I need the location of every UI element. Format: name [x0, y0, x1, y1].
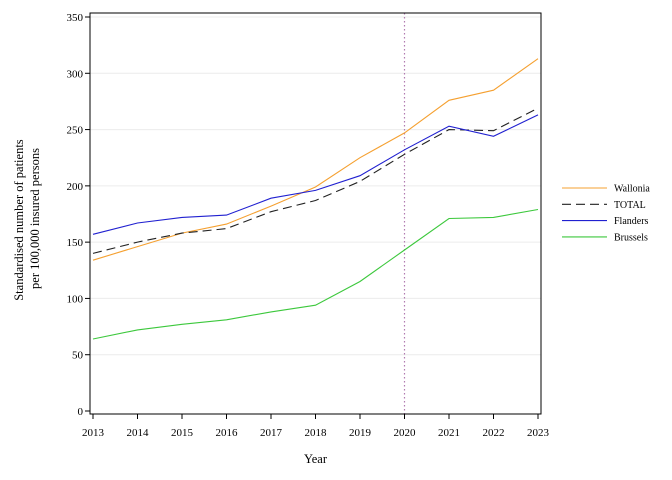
x-tick-label: 2020	[394, 427, 417, 439]
y-axis-title-line-2: per 100,000 insured persons	[28, 148, 42, 289]
x-tick-label: 2018	[305, 427, 328, 439]
x-tick-label: 2021	[438, 427, 460, 439]
y-tick-label: 0	[78, 406, 84, 418]
y-axis-title: Standardised number of patients per 100,…	[12, 136, 42, 301]
series-line-brussels	[92, 208, 539, 340]
x-tick-label: 2015	[171, 427, 194, 439]
legend-label-brussels: Brussels	[614, 232, 648, 243]
y-tick-label: 100	[67, 293, 84, 305]
x-tick-label: 2016	[216, 427, 239, 439]
series-line-flanders	[92, 114, 539, 235]
x-tick-label: 2017	[260, 427, 283, 439]
series-lines	[92, 58, 539, 340]
y-tick-label: 250	[67, 125, 84, 137]
gridlines	[90, 16, 541, 356]
y-tick-label: 50	[72, 350, 84, 362]
x-axis: 2013 2014 2015 2016 2017 2018 2019 2020 2021 2022…	[82, 414, 550, 439]
y-axis-title-line-1: Standardised number of patients	[12, 139, 26, 301]
legend-label-wallonia: Wallonia	[614, 184, 650, 195]
x-tick-label: 2019	[349, 427, 372, 439]
y-tick-label: 150	[67, 237, 84, 249]
x-tick-label: 2014	[127, 427, 150, 439]
y-tick-label: 300	[67, 68, 84, 80]
x-tick-label: 2013	[82, 427, 105, 439]
legend-label-total: TOTAL	[614, 200, 646, 211]
y-axis: 0 50 100 150 200 250 300 350	[67, 12, 90, 418]
x-tick-label: 2023	[527, 427, 550, 439]
legend-label-flanders: Flanders	[614, 216, 649, 227]
x-tick-label: 2022	[483, 427, 505, 439]
series-line-wallonia	[92, 58, 539, 261]
y-tick-label: 350	[67, 12, 84, 24]
x-axis-title: Year	[304, 452, 328, 466]
legend: Wallonia TOTAL Flanders Brussels	[562, 184, 650, 243]
y-tick-label: 200	[67, 181, 84, 193]
